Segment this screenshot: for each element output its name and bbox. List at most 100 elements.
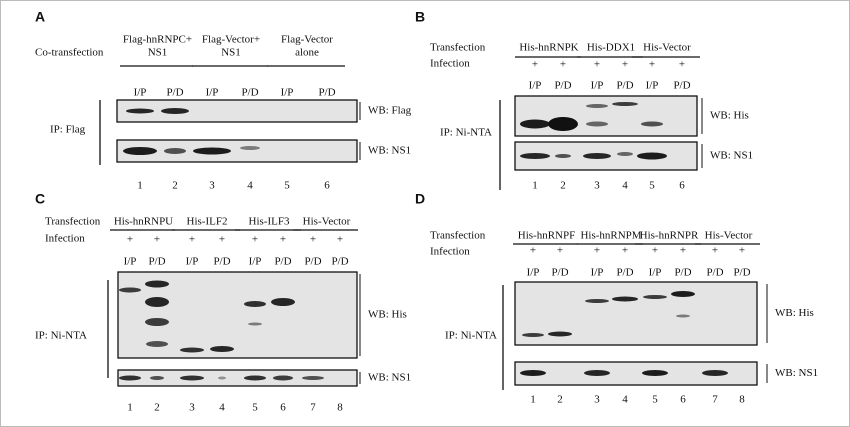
- band: [612, 296, 638, 302]
- lane-number: 1: [530, 394, 536, 406]
- band: [180, 375, 204, 381]
- band: [146, 341, 168, 347]
- lane-label: I/P: [124, 256, 137, 268]
- lane-label: P/D: [733, 267, 750, 279]
- ip-label: IP: Ni-NTA: [445, 330, 497, 342]
- lane-number: 4: [247, 180, 253, 192]
- lane-label: P/D: [318, 87, 335, 99]
- lane-number: 8: [337, 402, 343, 414]
- band: [585, 299, 609, 303]
- wb-label: WB: NS1: [775, 367, 818, 379]
- lane-label: I/P: [186, 256, 199, 268]
- group-label: His-hnRNPF: [518, 230, 575, 242]
- lane-label: I/P: [206, 87, 219, 99]
- lane-number: 3: [189, 402, 195, 414]
- plus-sign: +: [649, 59, 655, 71]
- row-label: Transfection: [430, 230, 486, 242]
- lane-label: P/D: [213, 256, 230, 268]
- group-label: His-Vector: [643, 42, 691, 54]
- plus-sign: +: [154, 234, 160, 246]
- plus-sign: +: [337, 234, 343, 246]
- blot: [514, 361, 758, 386]
- group-label: Flag-Vector+: [202, 34, 260, 46]
- band: [123, 147, 157, 155]
- lane-number: 7: [712, 394, 718, 406]
- plus-sign: +: [594, 59, 600, 71]
- lane-label: I/P: [591, 267, 604, 279]
- band: [520, 153, 550, 159]
- plus-sign: +: [557, 245, 563, 257]
- lane-label: P/D: [166, 87, 183, 99]
- ip-label: IP: Ni-NTA: [35, 330, 87, 342]
- band: [248, 322, 262, 326]
- panel-label: A: [35, 9, 45, 25]
- lane-label: I/P: [646, 80, 659, 92]
- plus-sign: +: [532, 59, 538, 71]
- band: [637, 152, 667, 160]
- lane-number: 2: [172, 180, 178, 192]
- lane-number: 5: [652, 394, 658, 406]
- plus-sign: +: [560, 59, 566, 71]
- plus-sign: +: [310, 234, 316, 246]
- band: [180, 347, 204, 353]
- band: [240, 146, 260, 150]
- band: [145, 280, 169, 288]
- group-label: alone: [295, 47, 319, 59]
- plus-sign: +: [530, 245, 536, 257]
- lane-number: 6: [680, 394, 686, 406]
- lane-number: 3: [594, 180, 600, 192]
- lane-number: 2: [560, 180, 566, 192]
- lane-number: 5: [252, 402, 258, 414]
- lane-label: I/P: [249, 256, 262, 268]
- plus-sign: +: [652, 245, 658, 257]
- group-label: His-hnRNPR: [640, 230, 699, 242]
- lane-number: 3: [209, 180, 215, 192]
- lane-label: P/D: [241, 87, 258, 99]
- group-label: NS1: [148, 47, 168, 59]
- group-label: Flag-hnRNPC+: [123, 34, 192, 46]
- band: [164, 148, 186, 154]
- lane-number: 5: [284, 180, 290, 192]
- band: [642, 370, 668, 376]
- plus-sign: +: [679, 59, 685, 71]
- lane-label: P/D: [551, 267, 568, 279]
- band: [612, 102, 638, 106]
- band: [617, 152, 633, 156]
- row-label: Co-transfection: [35, 47, 104, 59]
- blot: [514, 95, 698, 137]
- band: [210, 346, 234, 352]
- plus-sign: +: [622, 245, 628, 257]
- band: [302, 376, 324, 380]
- band: [150, 376, 164, 380]
- plus-sign: +: [219, 234, 225, 246]
- plus-sign: +: [712, 245, 718, 257]
- lane-number: 3: [594, 394, 600, 406]
- lane-number: 5: [649, 180, 655, 192]
- wb-label: WB: NS1: [368, 372, 411, 384]
- plus-sign: +: [280, 234, 286, 246]
- group-label: His-Vector: [303, 216, 351, 228]
- row-label: Infection: [430, 58, 470, 70]
- blot: [116, 139, 358, 163]
- wb-label: WB: NS1: [368, 145, 411, 157]
- band: [218, 376, 226, 380]
- band: [119, 287, 141, 293]
- lane-label: P/D: [616, 267, 633, 279]
- lane-label: I/P: [529, 80, 542, 92]
- blot: [117, 369, 358, 387]
- band: [586, 104, 608, 108]
- plus-sign: +: [622, 59, 628, 71]
- plus-sign: +: [594, 245, 600, 257]
- band: [671, 291, 695, 297]
- lane-number: 8: [739, 394, 745, 406]
- lane-label: P/D: [616, 80, 633, 92]
- panel-label: D: [415, 191, 425, 207]
- plus-sign: +: [189, 234, 195, 246]
- group-label: His-ILF3: [249, 216, 290, 228]
- panel-label: C: [35, 191, 45, 207]
- lane-number: 4: [622, 394, 628, 406]
- lane-label: P/D: [673, 80, 690, 92]
- lane-number: 6: [324, 180, 330, 192]
- lane-label: I/P: [591, 80, 604, 92]
